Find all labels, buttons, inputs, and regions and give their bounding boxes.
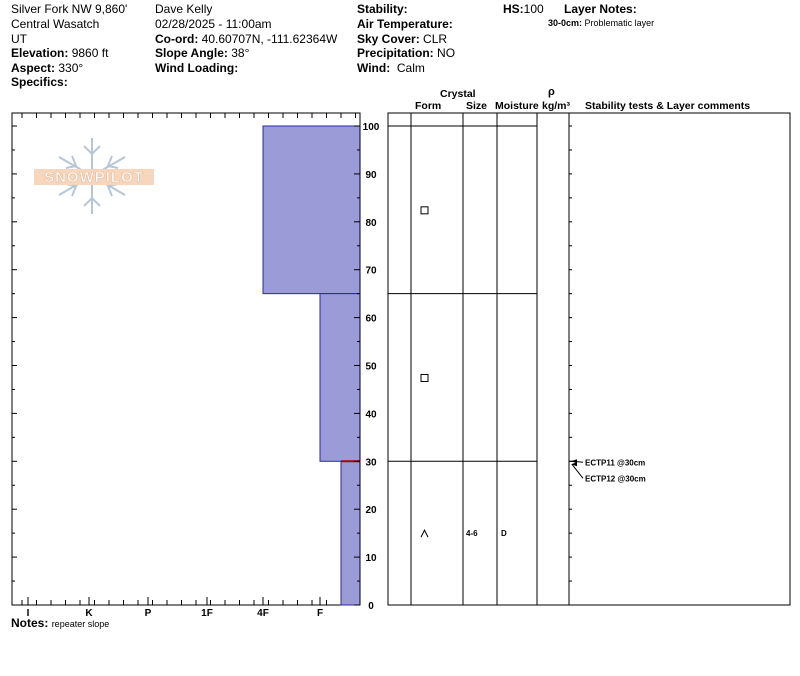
- elevation-row: Elevation: 9860 ft: [11, 46, 108, 60]
- stability-test-label: ECTP12 @30cm: [585, 474, 646, 483]
- y-tick-label: 10: [365, 553, 377, 564]
- wind-loading-label: Wind Loading:: [155, 61, 239, 75]
- hardness-bar: [319, 293, 361, 462]
- coord-row: Co-ord: 40.60707N, -111.62364W: [155, 32, 337, 46]
- hardness-bar: [262, 125, 361, 295]
- coord-value: 40.60707N, -111.62364W: [201, 32, 338, 46]
- slope-value: 38°: [231, 46, 250, 60]
- form-symbol: [420, 529, 429, 538]
- precip-label: Precipitation:: [357, 46, 434, 60]
- form-symbol: [420, 373, 429, 382]
- x-tick-label: P: [145, 608, 152, 619]
- air-temp-label: Air Temperature:: [357, 17, 453, 31]
- aspect-label: Aspect:: [11, 61, 56, 75]
- location-name: Silver Fork NW 9,860': [11, 2, 128, 16]
- wind-value: Calm: [396, 61, 425, 75]
- sky-value: CLR: [423, 32, 448, 46]
- density-unit: kg/m³: [542, 100, 571, 112]
- y-tick-label: 70: [365, 266, 377, 277]
- x-tick-label: 1F: [201, 608, 213, 619]
- layer-notes-label: Layer Notes:: [564, 2, 637, 16]
- snowpilot-logo: SNOWPILOT: [34, 138, 154, 214]
- x-tick-label: 4F: [257, 608, 269, 619]
- slope-row: Slope Angle: 38°: [155, 46, 249, 60]
- moisture-header: Moisture: [495, 100, 539, 112]
- size-header: Size: [466, 100, 488, 112]
- form-symbol: [420, 206, 429, 215]
- y-tick-label: 40: [365, 409, 377, 420]
- y-tick-label: 90: [365, 170, 377, 181]
- y-tick-label: 0: [368, 601, 374, 612]
- grain-size: 4-6: [466, 529, 478, 538]
- notes-row: Notes: repeater slope: [11, 616, 109, 630]
- sky-row: Sky Cover: CLR: [357, 32, 447, 46]
- x-tick-label: F: [317, 608, 323, 619]
- specifics-label: Specifics:: [11, 75, 68, 89]
- stability-tests-header: Stability tests & Layer comments: [585, 100, 751, 112]
- density-symbol: ρ: [548, 86, 555, 98]
- aspect-value: 330°: [58, 61, 84, 75]
- coord-label: Co-ord:: [155, 32, 199, 46]
- layer-note: 30-0cm: Problematic layer: [548, 18, 654, 29]
- form-header: Form: [415, 100, 442, 112]
- crystal-header: Crystal: [440, 88, 476, 100]
- test-pointer: [571, 463, 584, 479]
- stability-test-label: ECTP11 @30cm: [585, 458, 645, 467]
- hs-row: HS:100: [503, 2, 544, 16]
- test-arrowhead: [571, 459, 577, 464]
- y-tick-label: 30: [365, 457, 377, 468]
- observer-name: Dave Kelly: [155, 2, 213, 16]
- stability-label: Stability:: [357, 2, 408, 16]
- table-frame: [387, 112, 791, 606]
- y-tick-label: 100: [363, 122, 380, 133]
- y-tick-label: 50: [365, 362, 377, 373]
- range-name: Central Wasatch: [11, 17, 100, 31]
- observation-datetime: 02/28/2025 - 11:00am: [155, 17, 272, 31]
- wind-row: Wind: Calm: [357, 61, 425, 75]
- state-name: UT: [11, 32, 27, 46]
- slope-label: Slope Angle:: [155, 46, 228, 60]
- hs-label: HS:: [503, 2, 524, 16]
- logo-text: SNOWPILOT: [44, 169, 144, 186]
- logo-band: [34, 169, 154, 185]
- precip-value: NO: [437, 46, 456, 60]
- precip-row: Precipitation: NO: [357, 46, 455, 60]
- wind-label: Wind:: [357, 61, 391, 75]
- test-arrowhead: [571, 462, 577, 467]
- elevation-label: Elevation:: [11, 46, 69, 60]
- layer-note-range: 30-0cm:: [548, 18, 583, 28]
- sky-label: Sky Cover:: [357, 32, 420, 46]
- y-tick-label: 60: [365, 314, 377, 325]
- y-tick-label: 20: [365, 505, 377, 516]
- y-tick-label: 80: [365, 218, 377, 229]
- x-tick-label: I: [27, 608, 30, 619]
- hs-value: 100: [523, 2, 544, 16]
- elevation-value: 9860 ft: [71, 46, 109, 60]
- moisture-value: D: [501, 529, 507, 538]
- notes-text: repeater slope: [51, 619, 110, 629]
- layer-note-text: Problematic layer: [584, 18, 655, 28]
- notes-label: Notes:: [11, 616, 49, 630]
- aspect-row: Aspect: 330°: [11, 61, 83, 75]
- x-tick-label: K: [85, 608, 93, 619]
